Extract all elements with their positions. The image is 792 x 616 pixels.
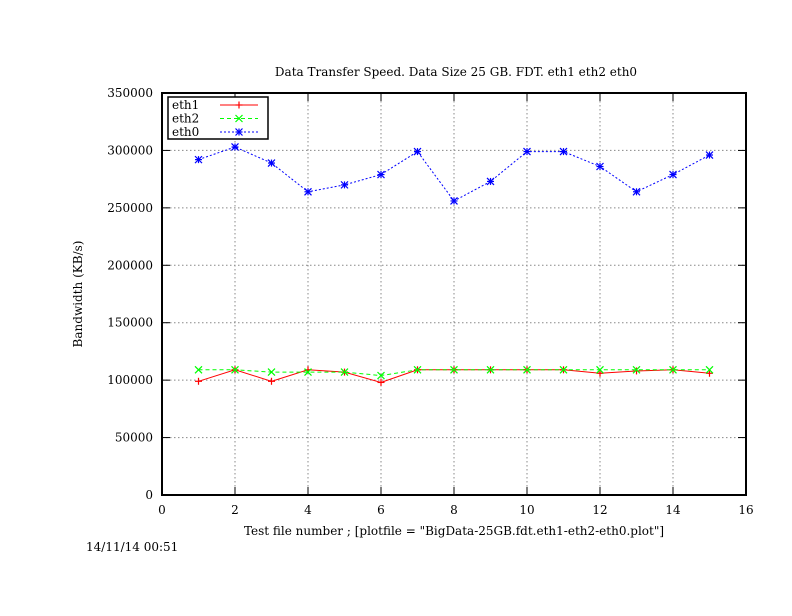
series-lines xyxy=(194,143,714,386)
x-tick-label: 2 xyxy=(231,503,239,517)
data-point-eth0 xyxy=(596,162,604,171)
data-point-eth0 xyxy=(450,197,458,205)
data-point-eth0 xyxy=(486,177,495,186)
data-point-eth2 xyxy=(705,365,714,374)
data-point-eth2 xyxy=(596,365,604,374)
data-point-eth1 xyxy=(633,367,640,375)
legend-item-eth2: eth2 xyxy=(172,112,258,126)
legend-label: eth1 xyxy=(172,98,199,112)
data-point-eth2 xyxy=(413,365,422,374)
data-point-eth0 xyxy=(340,180,349,189)
y-tick-label: 300000 xyxy=(107,143,153,157)
data-point-eth1 xyxy=(706,369,713,377)
x-tick-label: 6 xyxy=(377,503,385,517)
x-tick-label: 14 xyxy=(665,503,681,517)
data-point-eth0 xyxy=(669,170,677,179)
data-point-eth0 xyxy=(632,187,641,196)
data-point-eth2 xyxy=(559,365,568,374)
legend-swatch-marker xyxy=(235,128,243,136)
legend-item-eth0: eth0 xyxy=(172,125,258,139)
data-point-eth2 xyxy=(523,365,531,374)
x-tick-label: 12 xyxy=(592,503,607,517)
y-tick-label: 0 xyxy=(145,488,153,502)
series-line-eth2 xyxy=(198,369,710,377)
data-point-eth2 xyxy=(267,368,276,377)
data-point-eth2 xyxy=(669,365,677,374)
series-eth0 xyxy=(194,143,714,205)
data-point-eth0 xyxy=(559,147,568,156)
axis-ticks: 0 50000 100000 150000 200000 250000 300000 3500… xyxy=(107,86,753,517)
data-point-eth1 xyxy=(596,369,604,377)
x-tick-label: 16 xyxy=(738,503,753,517)
timestamp: 14/11/14 00:51 xyxy=(86,540,178,554)
legend-label: eth0 xyxy=(172,125,199,139)
y-tick-label: 200000 xyxy=(107,258,153,272)
data-point-eth0 xyxy=(523,147,531,156)
x-tick-label: 8 xyxy=(450,503,458,517)
x-tick-label: 0 xyxy=(158,503,166,517)
data-point-eth0 xyxy=(705,151,714,159)
x-axis-title: Test file number ; [plotfile = "BigData-… xyxy=(244,524,664,538)
legend-label: eth2 xyxy=(172,112,199,126)
legend-item-eth1: eth1 xyxy=(172,98,258,112)
data-point-eth2 xyxy=(304,368,312,377)
data-point-eth2 xyxy=(340,368,349,377)
data-point-eth2 xyxy=(231,365,239,374)
data-point-eth0 xyxy=(231,143,239,151)
grid-lines xyxy=(162,93,746,495)
legend-swatch-marker xyxy=(235,101,243,109)
data-point-eth0 xyxy=(413,147,422,156)
x-tick-label: 4 xyxy=(304,503,312,517)
y-tick-label: 150000 xyxy=(107,316,153,330)
chart-title: Data Transfer Speed. Data Size 25 GB. FD… xyxy=(275,65,637,79)
y-tick-label: 250000 xyxy=(107,201,153,215)
series-eth2 xyxy=(194,365,714,380)
data-point-eth0 xyxy=(194,155,203,164)
data-point-eth1 xyxy=(268,377,275,385)
data-point-eth2 xyxy=(632,365,641,374)
data-point-eth0 xyxy=(377,170,385,179)
x-tick-label: 10 xyxy=(519,503,534,517)
data-point-eth0 xyxy=(304,187,312,196)
y-tick-label: 50000 xyxy=(115,431,153,445)
data-point-eth2 xyxy=(486,365,495,374)
plot-frame xyxy=(161,92,747,496)
y-tick-label: 350000 xyxy=(107,86,153,100)
data-point-eth2 xyxy=(377,371,385,380)
data-point-eth2 xyxy=(450,365,458,374)
legend-swatch-marker xyxy=(235,114,243,123)
data-point-eth0 xyxy=(267,159,276,167)
y-tick-label: 100000 xyxy=(107,373,153,387)
data-point-eth2 xyxy=(194,365,203,374)
data-point-eth1 xyxy=(195,377,202,385)
y-axis-title: Bandwidth (KB/s) xyxy=(71,241,85,348)
data-point-eth1 xyxy=(377,378,385,386)
